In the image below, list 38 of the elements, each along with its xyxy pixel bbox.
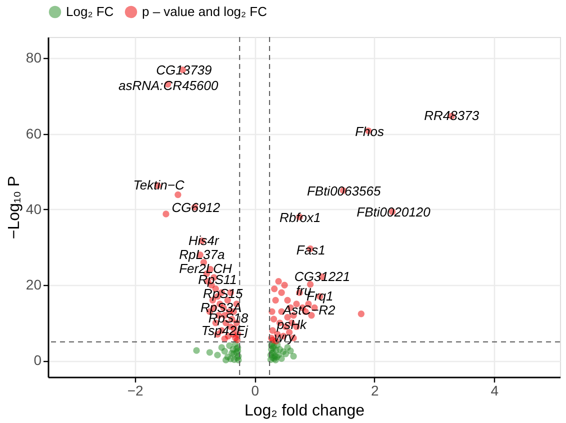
point [193,347,200,354]
point [222,356,230,364]
annotation: CG6912 [172,200,221,215]
x-tick-label: 2 [370,382,379,398]
annotation: FBti0020120 [356,204,432,220]
x-tick-label: 0 [251,382,260,398]
point [214,352,221,358]
point [221,348,228,355]
point [287,348,294,354]
annotation: His4r [188,232,220,248]
y-tick-label: 0 [34,352,42,368]
y-tick-label: 60 [26,125,42,142]
annotation: asRNA:CR45600 [118,78,219,93]
annotation: RR48373 [424,108,480,124]
y-tick-label: 40 [26,200,42,217]
x-tick-label: −2 [127,382,144,398]
x-axis-title: Log₂ fold change [244,402,365,420]
annotation: RpS15 [202,286,244,301]
annotation: CG13739 [156,62,212,78]
point [282,350,290,358]
y-tick-label: 80 [26,50,42,66]
annotation: CG31221 [294,268,350,284]
x-tick-label: 4 [490,382,499,398]
annotation: FBti0063565 [306,183,382,198]
point [235,356,242,364]
annotation: Fhos [355,124,385,139]
annotation: RpL37a [179,246,225,262]
annotation: psHk [276,316,308,332]
y-axis-title: −Log₁₀ P [6,176,23,240]
point [206,349,214,356]
legend-label: Log₂ FC [66,4,114,19]
legend-label: p – value and log₂ FC [142,4,268,19]
annotation: Fas1 [296,242,326,258]
annotation: Tektin−C [133,178,185,193]
point [290,352,297,360]
y-tick-label: 20 [26,276,42,293]
annotation: Rbfox1 [280,210,321,225]
annotation: AstC−R2 [282,302,336,318]
